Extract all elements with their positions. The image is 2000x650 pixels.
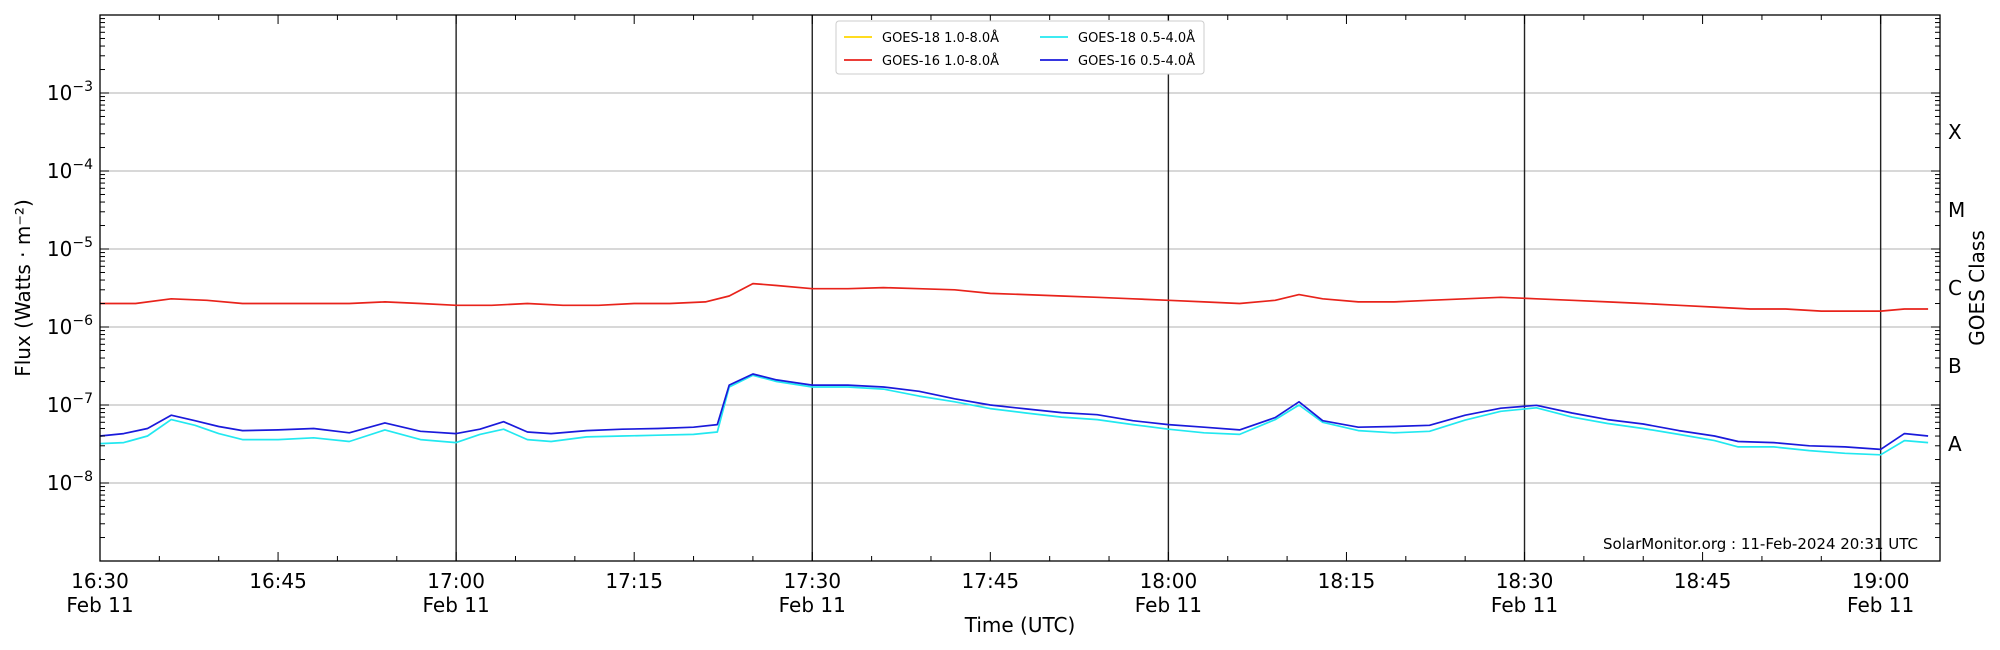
y-tick-labels: 10−8 10−7 10−6 10−5 10−4 10−3 bbox=[47, 79, 93, 495]
legend-label: GOES-18 0.5-4.0Å bbox=[1078, 30, 1195, 46]
goes-class-b: B bbox=[1948, 354, 1962, 378]
legend: GOES-18 1.0-8.0Å GOES-16 1.0-8.0Å GOES-18 … bbox=[835, 20, 1205, 75]
series-line-2 bbox=[100, 282, 1929, 312]
y-tick-label: 10−8 bbox=[47, 469, 93, 495]
credit-text: SolarMonitor.org : 11-Feb-2024 20:31 UTC bbox=[1603, 535, 1918, 553]
goes-class-c: C bbox=[1948, 276, 1962, 300]
day-vertical-lines bbox=[455, 15, 1882, 561]
legend-items: GOES-18 1.0-8.0Å GOES-16 1.0-8.0Å GOES-18 … bbox=[844, 30, 1195, 69]
y-tick-label: 10−4 bbox=[47, 157, 93, 183]
legend-label: GOES-16 1.0-8.0Å bbox=[882, 53, 999, 69]
x-tick-label: 18:45 bbox=[1674, 569, 1732, 593]
y-axis-title: Flux (Watts · m⁻²) bbox=[11, 199, 35, 377]
x-tick-date-label: Feb 11 bbox=[1491, 593, 1558, 617]
goes-class-a: A bbox=[1948, 432, 1962, 456]
series-line-3 bbox=[99, 374, 1929, 456]
x-tick-label: 17:00 bbox=[427, 569, 485, 593]
legend-box bbox=[835, 20, 1205, 75]
legend-label: GOES-18 1.0-8.0Å bbox=[882, 30, 999, 46]
goes-class-m: M bbox=[1948, 198, 1965, 222]
y-tick-label: 10−3 bbox=[47, 79, 93, 105]
legend-label: GOES-16 0.5-4.0Å bbox=[1078, 53, 1195, 69]
x-tick-date-label: Feb 11 bbox=[779, 593, 846, 617]
goes-class-x: X bbox=[1948, 120, 1962, 144]
axis-ticks bbox=[99, 15, 1941, 562]
x-tick-label: 16:30 bbox=[71, 569, 129, 593]
x-tick-label: 18:00 bbox=[1140, 569, 1198, 593]
right-axis-title: GOES Class bbox=[1965, 230, 1989, 346]
grid-lines bbox=[100, 92, 1940, 484]
plot-frame bbox=[99, 14, 1941, 562]
x-tick-date-label: Feb 11 bbox=[1135, 593, 1202, 617]
x-tick-date-label: Feb 11 bbox=[1847, 593, 1914, 617]
x-tick-label: 18:15 bbox=[1318, 569, 1376, 593]
series-lines bbox=[99, 282, 1929, 456]
x-tick-date-label: Feb 11 bbox=[423, 593, 490, 617]
y-tick-label: 10−7 bbox=[47, 391, 93, 417]
x-tick-label: 18:30 bbox=[1496, 569, 1554, 593]
x-tick-date-label: Feb 11 bbox=[66, 593, 133, 617]
x-tick-label: 17:45 bbox=[962, 569, 1020, 593]
x-tick-label: 16:45 bbox=[249, 569, 307, 593]
y-tick-label: 10−6 bbox=[47, 313, 93, 339]
x-axis-title: Time (UTC) bbox=[964, 613, 1076, 637]
y-tick-label: 10−5 bbox=[47, 235, 93, 261]
series-line-4 bbox=[99, 373, 1929, 451]
goes-class-labels: A B C M X bbox=[1948, 120, 1965, 456]
x-tick-label: 17:30 bbox=[783, 569, 841, 593]
x-tick-label: 19:00 bbox=[1852, 569, 1910, 593]
x-tick-label: 17:15 bbox=[605, 569, 663, 593]
